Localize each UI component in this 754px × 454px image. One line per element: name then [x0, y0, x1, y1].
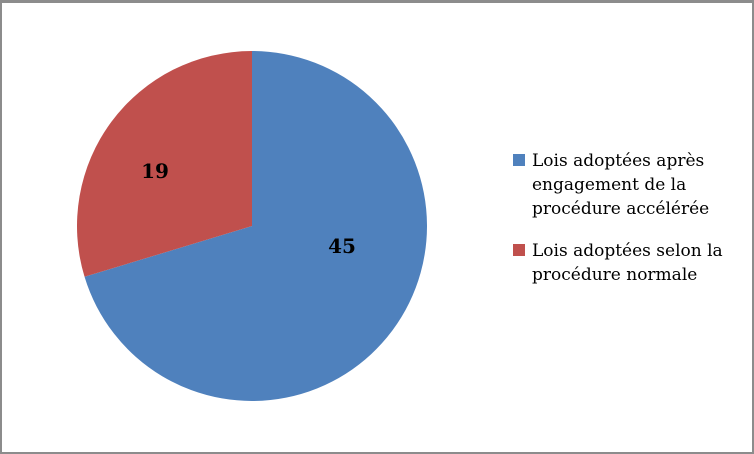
- pie-chart-area: 45 19: [77, 51, 427, 401]
- pie-slice-0: [84, 51, 427, 401]
- pie-slice-1: [77, 51, 252, 277]
- legend-label-normal: Lois adoptées selon la procédure normale: [532, 241, 723, 285]
- pie-chart: [77, 51, 427, 401]
- legend-label-accelerated: Lois adoptées après engagement de la pro…: [532, 151, 710, 219]
- chart-legend: Lois adoptées après engagement de la pro…: [513, 149, 723, 287]
- legend-item-normal: Lois adoptées selon la procédure normale: [513, 239, 723, 287]
- legend-item-accelerated: Lois adoptées après engagement de la pro…: [513, 149, 723, 221]
- pie-data-label-accelerated: 45: [328, 234, 356, 258]
- pie-data-label-normal: 19: [141, 159, 169, 183]
- legend-swatch-red-icon: [513, 244, 525, 256]
- legend-swatch-blue-icon: [513, 154, 525, 166]
